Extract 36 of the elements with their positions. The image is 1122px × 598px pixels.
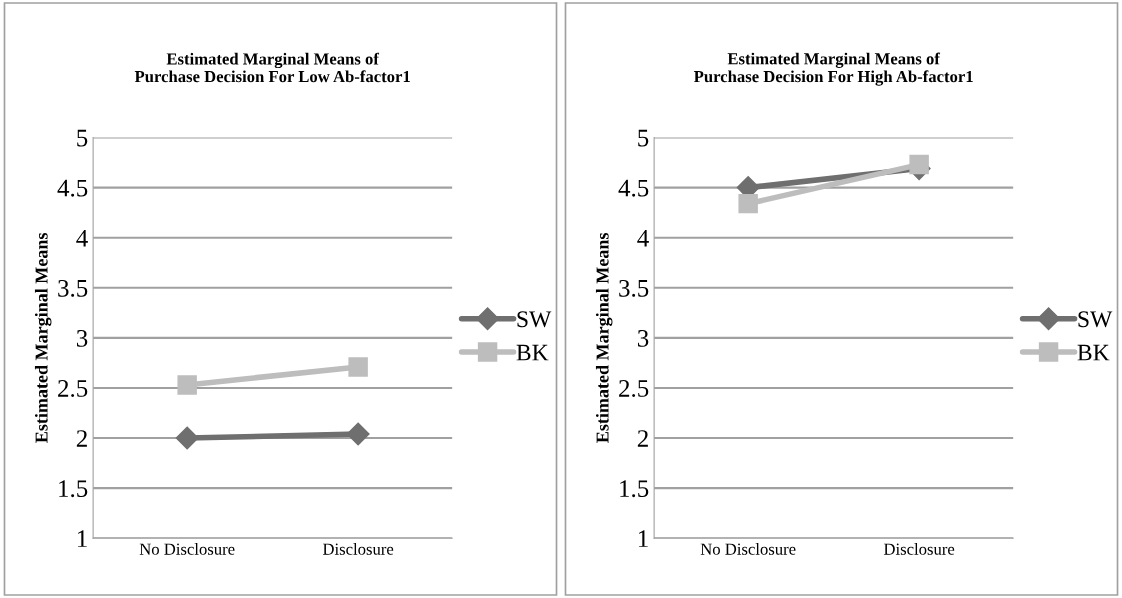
legend-label: BK xyxy=(516,344,549,361)
y-tick-label: 3 xyxy=(76,329,88,347)
y-tick-label: 2 xyxy=(637,430,648,447)
x-tick-label: Disclosure xyxy=(883,543,955,555)
x-tick-label: No Disclosure xyxy=(139,543,235,555)
point xyxy=(346,422,370,446)
legend-label: SW xyxy=(517,311,552,328)
y-axis-title: Estimated Marginal Means xyxy=(34,233,52,443)
y-tick-label: 4 xyxy=(637,229,649,247)
y-tick-label: 3.5 xyxy=(619,279,649,297)
y-tick-label: 3.5 xyxy=(58,279,88,297)
y-axis-title: Estimated Marginal Means xyxy=(595,233,613,443)
point xyxy=(348,357,368,377)
y-tick-label: 5 xyxy=(77,129,88,147)
y-tick-label: 4 xyxy=(76,229,88,247)
y-tick-label: 1.5 xyxy=(620,480,649,498)
point xyxy=(909,154,929,175)
point xyxy=(738,193,758,214)
y-tick-label: 2 xyxy=(76,430,87,447)
legend-label: SW xyxy=(1078,311,1113,328)
y-tick-label: 4.5 xyxy=(618,179,649,197)
legend-label: BK xyxy=(1077,344,1110,361)
y-tick-label: 2.5 xyxy=(58,380,88,397)
y-tick-label: 1.5 xyxy=(59,480,88,498)
x-tick-label: Disclosure xyxy=(322,543,394,555)
point xyxy=(175,426,199,450)
y-tick-label: 2.5 xyxy=(619,380,649,397)
chart-title: Estimated Marginal Means of Purchase Decision For High Ab-factor1 xyxy=(693,52,973,86)
point xyxy=(177,375,197,395)
y-tick-label: 3 xyxy=(637,329,649,347)
x-tick-label: No Disclosure xyxy=(700,543,796,555)
y-tick-label: 4.5 xyxy=(57,179,88,197)
y-tick-label: 1 xyxy=(77,530,87,547)
y-tick-label: 5 xyxy=(638,129,649,147)
y-tick-label: 1 xyxy=(638,530,648,547)
chart-title: Estimated Marginal Means of Purchase Decision For Low Ab-factor1 xyxy=(134,52,410,83)
